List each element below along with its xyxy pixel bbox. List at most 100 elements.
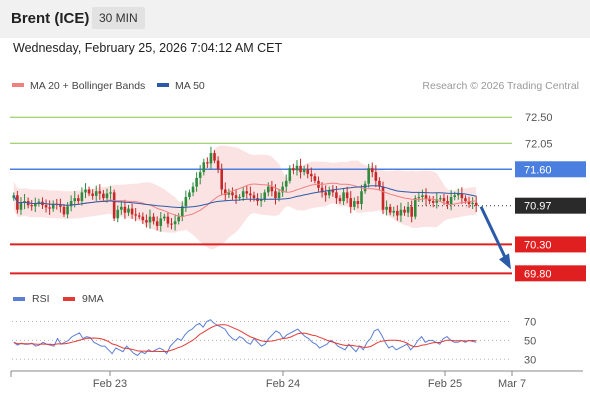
- bollinger-band: [13, 145, 477, 250]
- candle-body: [464, 198, 467, 202]
- candle-body: [98, 191, 102, 194]
- candle-body: [313, 176, 317, 181]
- candle-body: [281, 186, 284, 193]
- timestamp: Wednesday, February 25, 2026 7:04:12 AM …: [13, 41, 283, 55]
- candle-body: [421, 195, 424, 198]
- level-label: 70.30: [524, 239, 552, 251]
- candle-body: [284, 180, 288, 187]
- candle-body: [66, 206, 69, 215]
- candle-body: [148, 216, 152, 223]
- candle-body: [137, 215, 141, 217]
- candle-body: [127, 208, 130, 213]
- candle-body: [456, 193, 460, 196]
- candle-body: [223, 189, 227, 195]
- candle-body: [123, 206, 127, 213]
- candle-body: [399, 209, 403, 216]
- rsi-tick-label: 30: [524, 354, 536, 366]
- candle-body: [406, 206, 410, 213]
- candle-body: [73, 198, 77, 202]
- candle-body: [292, 168, 295, 171]
- candle-body: [152, 216, 155, 222]
- rsi-tick-label: 50: [524, 335, 536, 347]
- candle-body: [353, 201, 356, 207]
- candle-body: [327, 190, 331, 196]
- ma50-label: MA 50: [175, 80, 205, 92]
- candle-body: [155, 221, 159, 226]
- rsi-tick-label: 70: [524, 317, 536, 329]
- candle-body: [112, 192, 116, 219]
- candle-body: [363, 183, 367, 192]
- candle-body: [374, 172, 378, 181]
- candle-body: [249, 193, 252, 196]
- candle-body: [335, 192, 338, 199]
- credit-text: Research © 2026 Trading Central: [422, 80, 579, 92]
- rsi-line: [13, 319, 477, 357]
- candle-body: [345, 192, 349, 199]
- candle-body: [417, 197, 421, 199]
- candle-body: [12, 195, 16, 199]
- candle-body: [48, 207, 51, 209]
- candle-body: [299, 165, 302, 173]
- instrument-title: Brent (ICE): [11, 10, 90, 27]
- candle-body: [295, 165, 299, 171]
- header-bar: Brent (ICE) 30 MIN: [0, 0, 590, 38]
- last-price-label: 70.97: [524, 201, 552, 213]
- timeframe-button[interactable]: 30 MIN: [92, 7, 145, 29]
- candle-body: [288, 168, 292, 181]
- forecast-arrow: [479, 206, 509, 262]
- candle-body: [34, 203, 37, 207]
- level-tag-support: [515, 236, 586, 253]
- candle-body: [442, 198, 446, 202]
- x-tick-label: Feb 24: [266, 378, 300, 390]
- candle-body: [467, 201, 471, 204]
- candle-body: [59, 205, 62, 207]
- ma50-line: [13, 185, 477, 208]
- candle-body: [378, 180, 381, 187]
- candle-body: [170, 223, 173, 225]
- candle-body: [109, 192, 112, 194]
- forecast-arrowhead: [499, 253, 511, 270]
- candle-body: [403, 209, 406, 213]
- candle-body: [77, 198, 80, 202]
- candle-body: [320, 187, 324, 193]
- candle-body: [259, 199, 263, 202]
- level-label: 72.05: [525, 138, 553, 150]
- rsi-label: RSI: [32, 293, 50, 305]
- candle-body: [62, 206, 66, 215]
- candle-body: [324, 192, 327, 196]
- ma20-swatch: [12, 83, 24, 88]
- candle-body: [216, 160, 220, 170]
- candle-body: [105, 193, 109, 199]
- candle-body: [87, 189, 91, 194]
- ma50-swatch: [157, 83, 169, 88]
- candle-body: [134, 214, 137, 216]
- candle-body: [370, 168, 374, 173]
- candle-body: [51, 203, 55, 209]
- candle-body: [202, 162, 206, 173]
- candle-body: [431, 201, 435, 203]
- candle-body: [267, 186, 270, 193]
- candle-body: [277, 192, 281, 199]
- candle-body: [360, 191, 363, 204]
- candle-body: [19, 202, 23, 210]
- candle-body: [342, 192, 345, 202]
- candle-body: [163, 216, 166, 219]
- legend-ma50: MA 50: [157, 80, 205, 92]
- candle-body: [263, 192, 267, 200]
- candle-body: [310, 173, 313, 177]
- candle-body: [130, 208, 134, 215]
- candle-body: [188, 192, 191, 198]
- candle-body: [424, 195, 428, 200]
- candle-body: [381, 186, 385, 210]
- candle-body: [338, 198, 342, 202]
- level-label: 72.50: [525, 112, 553, 124]
- candle-body: [245, 191, 249, 194]
- level-tag-support: [515, 265, 586, 282]
- candle-body: [435, 199, 439, 203]
- candle-body: [173, 221, 177, 225]
- candle-body: [80, 192, 84, 202]
- candle-body: [206, 162, 209, 164]
- candle-body: [116, 209, 120, 219]
- candle-body: [180, 206, 184, 217]
